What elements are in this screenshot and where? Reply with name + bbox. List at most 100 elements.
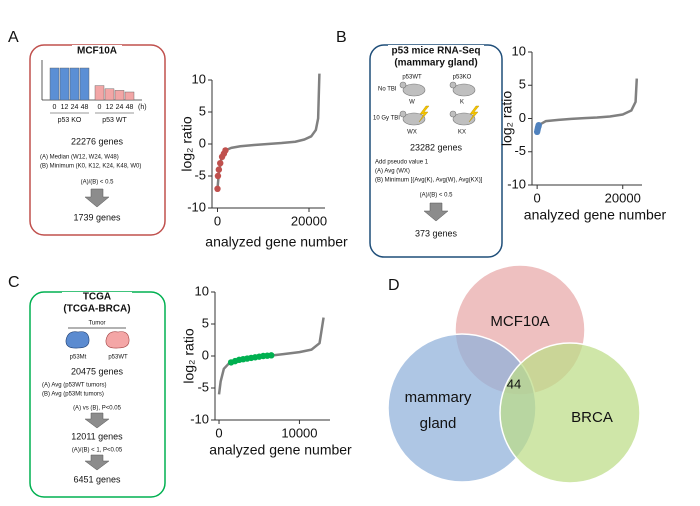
radiation-icons [418, 105, 480, 123]
x-tick-label: 0 [98, 104, 102, 111]
rule: (A)/(B) < 0.5 [420, 193, 454, 199]
flow-title: (TCGA-BRCA) [63, 304, 130, 315]
panel-label: A [8, 29, 19, 46]
x-tick-label: 12 [61, 104, 69, 111]
bar [114, 90, 125, 101]
highlight-point [214, 172, 222, 180]
y-tick-label: 10 [512, 43, 526, 58]
criterion: (A) Avg (WX) [375, 169, 410, 175]
set-label: mammary [405, 389, 472, 406]
column-label: p53KO [453, 75, 472, 81]
unit-label: (h) [138, 104, 147, 111]
venn-set [499, 342, 641, 484]
set-label: BRCA [571, 409, 613, 426]
flow-title: MCF10A [77, 46, 117, 57]
y-tick-label: 5 [202, 315, 209, 330]
row-label: 10 Gy TBI [373, 116, 400, 122]
highlight-point [222, 147, 229, 154]
group-label: W [409, 100, 415, 106]
bar [69, 67, 80, 101]
bar [59, 67, 70, 101]
y-tick-label: -5 [514, 143, 526, 158]
group-label: WX [407, 130, 417, 136]
gene-count: 23282 genes [410, 142, 463, 152]
arrow [84, 454, 110, 471]
y-tick-label: 0 [199, 135, 206, 150]
highlight-point [214, 185, 221, 192]
criterion: (A) Avg (p53WT tumors) [42, 383, 106, 389]
criterion: (B) Minimum (K0, K12, K24, K48, W0) [40, 164, 141, 170]
set-label: gland [420, 415, 457, 432]
bar [49, 67, 60, 101]
x-tick-label: 12 [106, 104, 114, 111]
column-label: p53WT [402, 75, 422, 81]
group-label: p53 WT [102, 117, 127, 124]
x-tick-label: 0 [215, 425, 222, 440]
y-axis-label: log₂ ratio [179, 116, 195, 171]
highlight-point [535, 121, 542, 129]
x-tick-label: 0 [214, 213, 221, 228]
bar [124, 91, 135, 101]
y-tick-label: 10 [192, 71, 206, 86]
y-tick-label: -5 [197, 379, 209, 394]
bar [79, 67, 90, 101]
criterion: (B) Minimum [(Avg(K), Avg(W), Avg(KX)] [375, 178, 483, 184]
group-label: K [460, 100, 464, 106]
bar [104, 88, 115, 101]
x-axis-label: analyzed gene number [209, 442, 352, 458]
title-bg [62, 292, 132, 316]
flow-title: (mammary gland) [394, 58, 477, 69]
highlight-point [215, 166, 223, 173]
result-count: 6451 genes [73, 474, 121, 484]
highlight-point [268, 352, 275, 359]
x-tick-label: 20000 [291, 213, 327, 228]
y-axis-label: log₂ ratio [181, 328, 197, 383]
rule: (A)/(B) < 0.5 [81, 180, 115, 186]
panel-label: B [336, 29, 347, 46]
rule: (A)/(B) < 1, P<0.05 [72, 448, 123, 454]
rule: (A) vs (B), P<0.05 [73, 406, 122, 412]
gene-count: 12011 genes [71, 431, 123, 441]
criterion: (B) Avg (p53Mt tumors) [42, 392, 104, 398]
x-tick-label: 10000 [281, 425, 317, 440]
y-tick-label: -10 [187, 199, 206, 214]
flow-title: TCGA [83, 292, 111, 303]
set-label: MCF10A [490, 313, 549, 330]
result-count: 1739 genes [73, 212, 121, 222]
x-tick-label: 24 [71, 104, 79, 111]
criterion: (A) Median (W12, W24, W48) [40, 155, 119, 161]
x-axis-label: analyzed gene number [205, 234, 348, 250]
tumor-icon [65, 331, 90, 349]
tumor-label: Tumor [88, 321, 105, 327]
x-tick-label: 0 [53, 104, 57, 111]
arrow [84, 188, 110, 208]
group-label: KX [458, 130, 466, 136]
group-label: p53Mt [70, 355, 87, 361]
y-tick-label: 5 [519, 77, 526, 92]
title-bg [388, 45, 484, 69]
panel-label: C [8, 274, 20, 291]
arrow [84, 412, 110, 429]
y-tick-label: 5 [199, 103, 206, 118]
x-tick-label: 24 [116, 104, 124, 111]
y-tick-label: -5 [194, 167, 206, 182]
x-axis-label: analyzed gene number [524, 207, 667, 223]
row-label: No TBI [378, 87, 397, 93]
x-tick-label: 0 [534, 190, 541, 205]
bar [94, 85, 105, 101]
highlight-point [217, 160, 224, 167]
criterion: Add pseudo value 1 [375, 160, 429, 166]
x-tick-label: 48 [126, 104, 134, 111]
y-tick-label: -10 [190, 411, 209, 426]
intersection-count: 44 [507, 376, 521, 391]
y-tick-label: 0 [519, 110, 526, 125]
title-bg [72, 45, 122, 57]
flow-title: p53 mice RNA-Seq [392, 46, 481, 57]
gene-count: 22276 genes [71, 136, 124, 146]
y-tick-label: -10 [507, 176, 526, 191]
y-tick-label: 0 [202, 347, 209, 362]
sorted-curve [535, 78, 639, 133]
y-tick-label: 10 [195, 283, 209, 298]
mice-icons [399, 81, 476, 126]
